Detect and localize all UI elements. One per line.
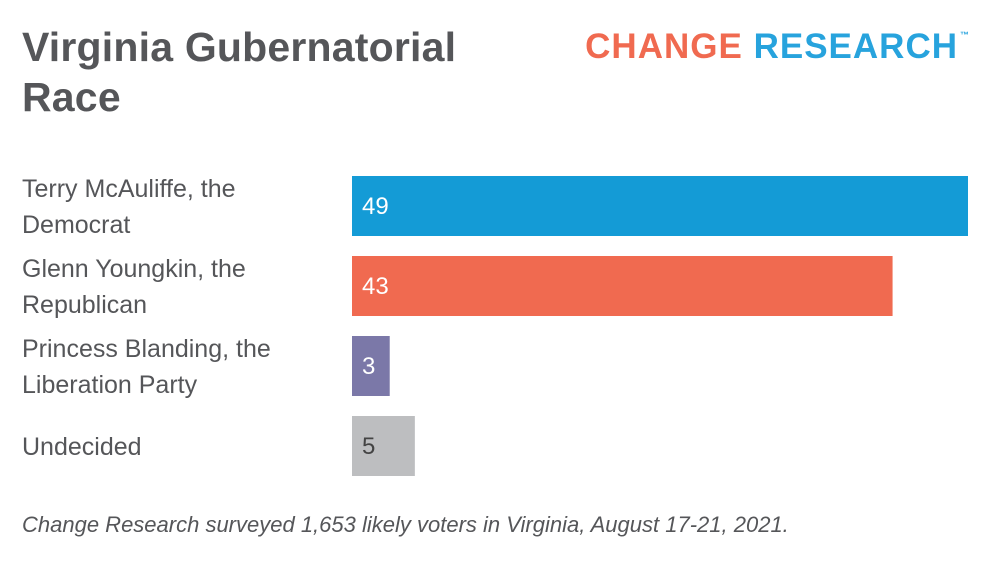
source-note: Change Research surveyed 1,653 likely vo… xyxy=(22,512,789,537)
logo-trademark: ™ xyxy=(960,30,970,40)
change-research-logo: CHANGE RESEARCH ™ xyxy=(585,27,970,67)
bar-value-label: 43 xyxy=(362,273,389,300)
chart-title: Virginia Gubernatorial Race xyxy=(22,24,457,120)
category-label: Terry McAuliffe, the Democrat xyxy=(22,175,236,239)
category-label: Princess Blanding, the Liberation Party xyxy=(22,335,271,399)
bar-value-label: 3 xyxy=(362,353,375,380)
bar-value-label: 49 xyxy=(362,193,389,220)
bar-2 xyxy=(352,336,390,396)
bar-value-label: 5 xyxy=(362,433,375,460)
category-label: Undecided xyxy=(22,433,142,461)
category-label-line: Glenn Youngkin, the xyxy=(22,255,246,283)
category-label-line: Terry McAuliffe, the xyxy=(22,175,236,203)
category-label-line: Republican xyxy=(22,291,147,319)
bar-1 xyxy=(352,256,893,316)
category-label-line: Democrat xyxy=(22,211,130,239)
category-label-line: Princess Blanding, the xyxy=(22,335,271,363)
logo-word-change: CHANGE xyxy=(585,27,743,66)
category-label-line: Liberation Party xyxy=(22,371,198,399)
logo-word-research: RESEARCH xyxy=(753,27,958,66)
category-label: Glenn Youngkin, the Republican xyxy=(22,255,246,319)
bar-0 xyxy=(352,176,968,236)
bar-3 xyxy=(352,416,415,476)
category-label-line: Undecided xyxy=(22,433,142,461)
